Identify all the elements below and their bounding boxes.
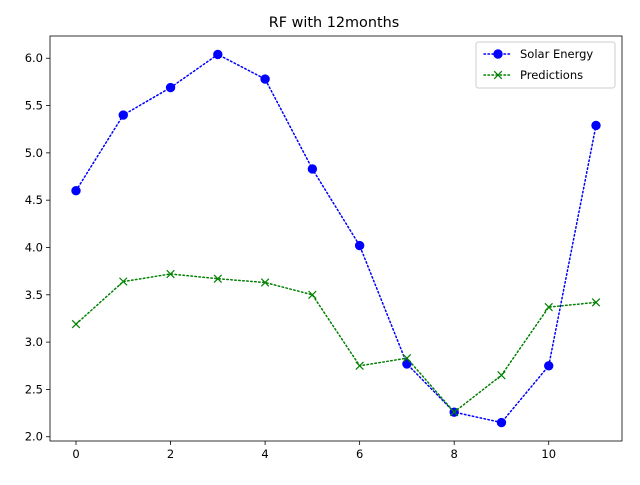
- data-point-predictions-3-stroke-b: [213, 274, 223, 283]
- data-point-solar-energy-7: [402, 359, 412, 369]
- data-point-predictions-11-stroke-b: [591, 298, 601, 307]
- data-point-solar-energy-0: [71, 186, 81, 196]
- y-tick-label: 6.0: [25, 51, 43, 65]
- data-point-solar-energy-9: [496, 417, 507, 428]
- data-point-predictions-9: [497, 371, 506, 380]
- axes-frame: [49, 35, 623, 442]
- data-point-solar-energy-5: [307, 164, 318, 174]
- x-tick-label: 0: [72, 447, 79, 461]
- data-point-predictions-0-stroke-b: [71, 319, 81, 329]
- data-point-predictions-5-stroke-b: [308, 290, 317, 300]
- series-line-solar-energy: [75, 53, 597, 424]
- legend-label-solar-energy: Solar Energy: [520, 47, 593, 61]
- y-tick-label: 5.5: [25, 99, 43, 113]
- legend: Solar Energy Predictions: [475, 41, 616, 89]
- data-point-predictions-2: [166, 269, 175, 279]
- data-point-predictions-8: [449, 407, 459, 417]
- y-tick-label: 3.0: [25, 335, 43, 349]
- data-point-predictions-11: [591, 298, 601, 307]
- data-point-solar-energy-6: [354, 240, 365, 251]
- legend-marker-solar-energy: [493, 49, 503, 59]
- legend-marker-predictions: [493, 70, 503, 80]
- chart-title: RF with 12months: [269, 15, 399, 31]
- data-point-predictions-1: [119, 277, 128, 286]
- x-tick-label: 10: [541, 447, 556, 461]
- data-point-solar-energy-10: [544, 361, 554, 371]
- data-point-predictions-7-stroke-b: [402, 353, 412, 363]
- legend-box: [475, 41, 616, 89]
- y-tick-label: 2.0: [25, 430, 43, 444]
- data-point-predictions-6: [355, 361, 364, 370]
- data-point-predictions-8-stroke-b: [449, 407, 459, 417]
- data-point-predictions-5: [308, 290, 317, 300]
- y-tick-label: 2.5: [25, 382, 43, 396]
- data-point-solar-energy-11: [591, 120, 601, 131]
- legend-label-predictions: Predictions: [520, 68, 583, 82]
- data-point-predictions-3: [213, 274, 223, 283]
- x-tick-label: 6: [356, 447, 363, 461]
- data-point-predictions-6-stroke-b: [355, 361, 364, 370]
- legend-entry-predictions: Predictions: [483, 68, 583, 82]
- data-point-solar-energy-2: [165, 82, 176, 93]
- x-tick-label: 8: [451, 447, 458, 461]
- data-point-predictions-7: [402, 353, 412, 363]
- legend-marker-predictions-stroke-b: [493, 70, 503, 80]
- data-point-predictions-10: [544, 302, 553, 312]
- y-tick-label: 4.0: [25, 240, 43, 254]
- data-point-predictions-4-stroke-b: [260, 278, 270, 287]
- x-tick-label: 4: [261, 447, 268, 461]
- data-point-solar-energy-3: [213, 49, 223, 60]
- data-point-predictions-1-stroke-b: [119, 277, 128, 286]
- data-point-predictions-0: [71, 319, 81, 329]
- axes: 0 2 4 6 8 10 2.0 2.5 3.0 3.5 4.0 4.5 5.0 5.5 6.0: [25, 35, 623, 461]
- series-line-predictions: [75, 273, 597, 414]
- plot-area: [71, 49, 601, 428]
- legend-entry-solar-energy: Solar Energy: [483, 47, 593, 61]
- data-point-predictions-10-stroke-b: [544, 302, 553, 312]
- data-point-solar-energy-1: [118, 110, 128, 120]
- y-tick-label: 3.5: [25, 288, 43, 302]
- x-tick-label: 2: [167, 447, 174, 461]
- data-point-predictions-2-stroke-b: [166, 269, 175, 279]
- data-point-predictions-4: [260, 278, 270, 287]
- y-tick-label: 4.5: [25, 193, 43, 207]
- data-point-predictions-9-stroke-b: [497, 371, 506, 380]
- data-point-solar-energy-4: [260, 74, 270, 84]
- y-tick-label: 5.0: [25, 146, 43, 160]
